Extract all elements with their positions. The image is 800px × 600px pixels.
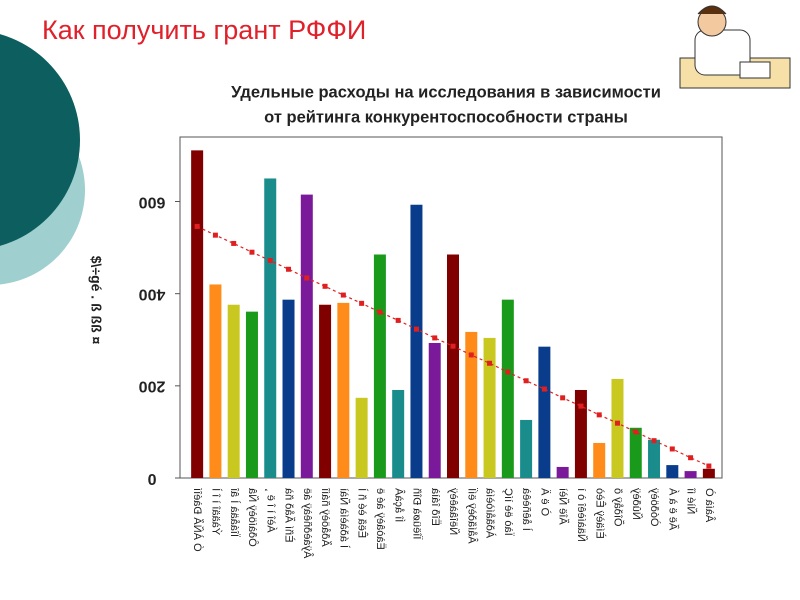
x-tick-label: Ýàääî ì î Ì [210, 488, 223, 535]
bar [556, 466, 569, 478]
bar [227, 304, 240, 478]
trend-marker [322, 283, 328, 289]
bar [574, 389, 587, 478]
x-tick-label: Àðãåíòèíà [484, 487, 497, 538]
chart-title: Удельные расходы на исследования в завис… [231, 83, 661, 101]
trend-marker [194, 223, 200, 229]
trend-marker [286, 266, 292, 272]
x-tick-label: Ò ë Ä [538, 487, 551, 516]
y-tick-label: 200 [139, 378, 166, 395]
trend-marker [377, 309, 383, 315]
y-tick-label: 0 [147, 470, 156, 487]
trend-marker [432, 335, 438, 341]
x-tick-label: Èñí Ãåð ñà [283, 487, 296, 542]
bar [264, 178, 277, 479]
bar [373, 254, 386, 478]
x-tick-label: Êëã èé ñ Ì [356, 488, 369, 538]
x-tick-label: Ôðàíöèÿ Ñâ [246, 487, 259, 547]
x-tick-label: Ñûðèÿ [630, 488, 643, 520]
trend-marker [669, 446, 675, 452]
trend-marker [359, 300, 365, 306]
bar [410, 204, 423, 478]
bar [465, 331, 478, 478]
bar [428, 342, 441, 478]
trend-marker [578, 403, 584, 409]
bar [702, 468, 715, 478]
trend-marker [487, 360, 493, 366]
chart-title: от рейтинга конкурентоспособности страны [264, 108, 628, 126]
x-tick-label: Áèî ì î ë ¸ [264, 488, 277, 533]
trend-marker [340, 292, 346, 298]
trend-marker [212, 232, 218, 238]
y-tick-label: 600 [139, 193, 166, 210]
bar [483, 337, 496, 478]
x-tick-label: Ì áðàèíà Ñàì [337, 488, 350, 548]
trend-marker [688, 455, 694, 461]
decor-circle [0, 34, 80, 246]
bar [300, 194, 313, 478]
x-tick-label: Ì åêñèêà [520, 487, 533, 531]
bar [666, 465, 679, 478]
bar [629, 427, 642, 478]
bar [684, 471, 697, 478]
cartoon [679, 5, 791, 89]
trend-marker [523, 378, 529, 384]
trend-marker [614, 420, 620, 426]
trend-marker [395, 317, 401, 323]
trend-marker [541, 386, 547, 392]
x-tick-label: Ãîë Ñèì [557, 488, 570, 525]
x-tick-label: Âåíãðèÿ ëíÏ [465, 487, 478, 544]
trend-marker [450, 343, 456, 349]
bar [392, 389, 405, 478]
bar [209, 284, 222, 478]
bar [447, 254, 459, 478]
bar [319, 304, 332, 478]
bar [282, 299, 295, 478]
slide-title: Как получить грант РФФИ [42, 15, 366, 45]
trend-marker [505, 369, 511, 375]
bar [191, 150, 204, 478]
x-tick-label: Âÿáèðñêàÿ áë [301, 488, 314, 558]
trend-marker [468, 352, 474, 358]
trend-marker [413, 326, 419, 332]
x-tick-label: Èíäèÿ Êèò [593, 488, 606, 539]
y-axis-label: $\÷gé . ß ßß ¤ [88, 256, 104, 345]
x-tick-label: Ñäàíèêî ò ì [575, 488, 588, 542]
trend-marker [706, 463, 712, 469]
trend-marker [249, 249, 255, 255]
x-tick-label: Òóðöèÿ [648, 488, 661, 527]
x-tick-label: Ó ÀÑÃ Ðàéîí [191, 488, 204, 552]
trend-marker [304, 275, 310, 281]
bar [501, 299, 514, 478]
x-tick-label: Õîðåÿ õ [612, 488, 625, 527]
x-tick-label: Ñìé íî [685, 487, 698, 514]
trend-marker [560, 395, 566, 401]
x-tick-label: Ñëîâàêèÿ [447, 488, 460, 536]
bar [355, 397, 368, 478]
x-tick-label: Ïîëüøà Ðîñ [411, 488, 423, 539]
bar [538, 346, 551, 478]
bar [611, 378, 624, 478]
x-tick-label: Ëàòâèÿ àé ë [374, 488, 386, 550]
trend-marker [231, 240, 237, 246]
x-tick-label: Íî åçàÂ [392, 487, 405, 522]
trend-marker [267, 257, 273, 263]
bar [593, 442, 606, 478]
trend-marker [633, 429, 639, 435]
x-tick-label: Ëîð îáìà [429, 487, 441, 526]
x-tick-label: Ïîáåäà Ì âî [228, 487, 241, 537]
x-tick-label: Ïàò ëè ìíÇ [502, 488, 514, 536]
bar [245, 311, 258, 478]
y-tick-label: 400 [139, 285, 166, 302]
x-tick-label: Ãðåöèÿ ñáíî [319, 487, 332, 547]
trend-marker [596, 412, 602, 418]
trend-marker [651, 438, 657, 444]
x-tick-label: Ãë ë à Á [666, 487, 679, 530]
x-tick-label: Âàíà Ò [703, 488, 716, 523]
bar [648, 439, 661, 478]
bar [337, 302, 350, 478]
bar [520, 419, 533, 478]
